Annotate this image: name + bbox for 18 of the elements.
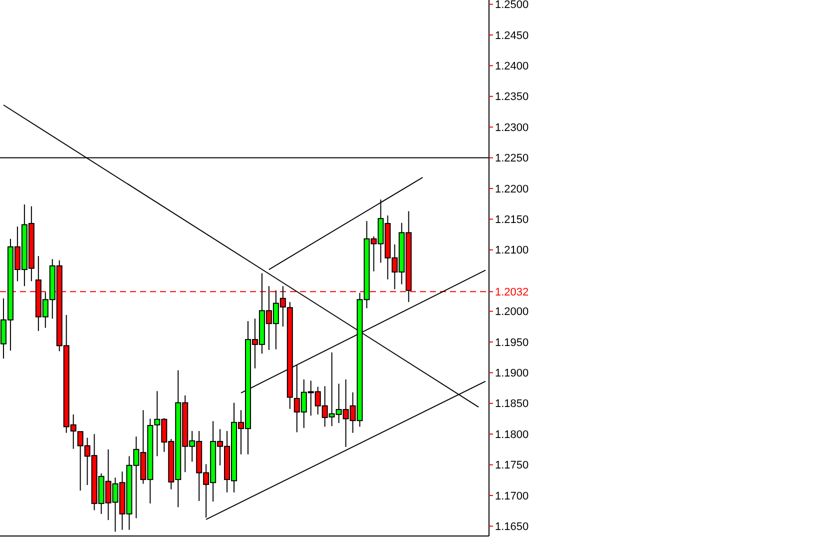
y-tick-label: 1.2000 bbox=[495, 306, 529, 318]
y-tick-label: 1.2350 bbox=[495, 91, 529, 104]
y-tick-label: 1.1850 bbox=[495, 398, 529, 410]
ref-line-label: 1.2032 bbox=[495, 286, 529, 298]
y-tick-label: 1.1650 bbox=[495, 521, 529, 534]
y-tick-label: 1.2100 bbox=[495, 244, 529, 257]
y-tick-label: 1.2150 bbox=[495, 214, 529, 226]
y-tick-label: 1.1900 bbox=[495, 368, 529, 380]
y-tick-label: 1.2200 bbox=[495, 183, 529, 196]
y-tick-label: 1.2450 bbox=[495, 30, 529, 42]
y-tick-label: 1.2500 bbox=[495, 0, 529, 12]
y-tick-label: 1.1800 bbox=[495, 428, 529, 441]
y-tick-label: 1.1700 bbox=[495, 490, 529, 502]
y-tick-label: 1.2300 bbox=[495, 122, 529, 134]
y-tick-label: 1.2400 bbox=[495, 60, 529, 73]
y-tick-label: 1.1750 bbox=[495, 460, 529, 472]
y-tick-label: 1.2250 bbox=[495, 152, 529, 165]
y-tick-label: 1.1950 bbox=[495, 336, 529, 349]
